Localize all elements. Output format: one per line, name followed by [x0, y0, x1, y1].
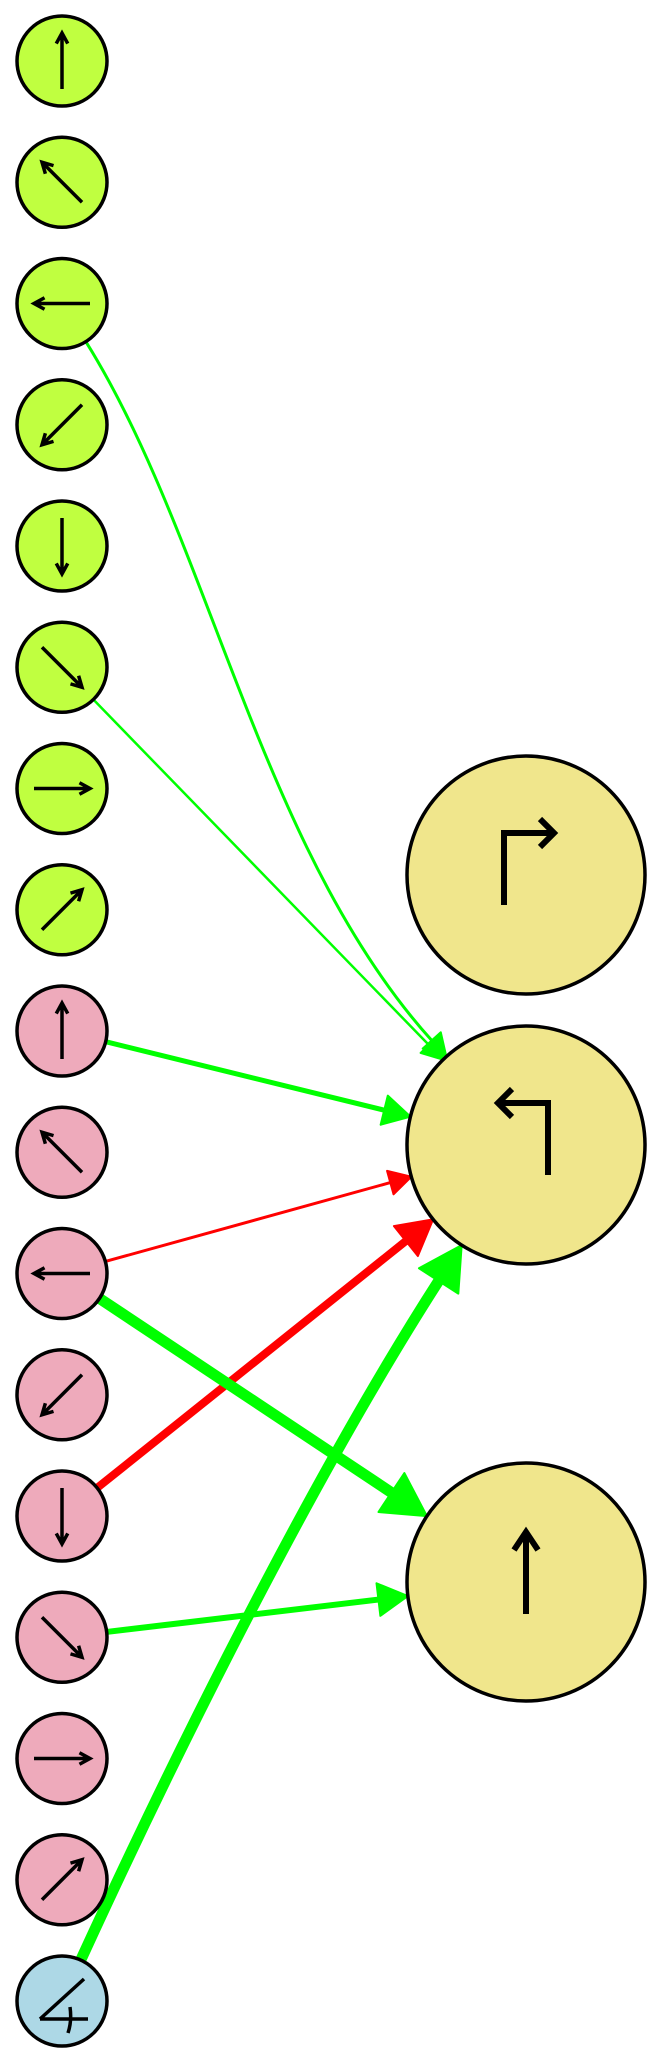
node-lime-down	[15, 499, 109, 593]
arrow-up-right-icon	[40, 1857, 85, 1901]
arrow-down-icon	[54, 518, 70, 578]
turn-left-icon	[493, 1086, 551, 1175]
edge-pink-left-to-out-straight	[96, 1293, 428, 1518]
node-lime-right	[15, 741, 109, 836]
arrow-down-right-icon	[40, 1616, 85, 1660]
angle-icon	[38, 1977, 88, 2034]
node-lime-up	[15, 14, 109, 108]
edge-pink-up-to-out-turn-left	[105, 1039, 412, 1126]
arrow-left-icon	[30, 1266, 90, 1281]
arrow-up-right-icon	[40, 887, 85, 931]
arrow-up-icon	[54, 999, 70, 1059]
node-pink-up	[15, 984, 109, 1078]
node-pink-left	[15, 1226, 109, 1321]
node-circle	[405, 754, 647, 996]
edge-arrowhead	[392, 1218, 435, 1258]
node-pink-up-right	[15, 1833, 109, 1927]
node-lime-down-left	[15, 378, 109, 472]
node-lime-left	[15, 256, 109, 351]
turn-right-icon	[501, 816, 559, 905]
arrow-up-left-icon	[39, 159, 84, 204]
node-pink-up-left	[15, 1105, 109, 1199]
edge-lime-down-right-to-out-turn-left	[92, 698, 445, 1061]
edge-line	[96, 1293, 395, 1498]
straight-icon	[511, 1526, 541, 1614]
node-lime-up-right	[15, 863, 109, 957]
node-blue-angle	[15, 1954, 109, 2048]
node-pink-down-right	[15, 1590, 109, 1684]
edge-blue-angle-to-out-turn-left	[75, 1244, 463, 1963]
arrow-down-right-icon	[40, 646, 85, 690]
node-lime-up-left	[15, 135, 109, 229]
node-pink-down	[15, 1469, 109, 1563]
arrow-down-left-icon	[39, 403, 84, 448]
edge-line	[105, 1039, 385, 1113]
edge-pink-down-right-to-out-straight	[106, 1582, 409, 1635]
arrow-right-icon	[34, 781, 94, 796]
arrow-up-left-icon	[39, 1129, 84, 1174]
nodes-layer	[15, 14, 647, 2048]
edges-layer	[75, 340, 463, 1963]
edge-arrowhead	[377, 1472, 428, 1518]
node-out-turn-right	[405, 754, 647, 996]
edge-line	[104, 1181, 391, 1263]
edge-arrowhead	[386, 1169, 413, 1196]
edge-arrowhead	[375, 1582, 409, 1617]
node-out-turn-left	[405, 1024, 647, 1266]
node-circle	[405, 1024, 647, 1266]
arrow-left-icon	[30, 296, 90, 311]
arrow-down-icon	[54, 1488, 70, 1548]
edge-pink-down-to-out-turn-left	[94, 1218, 435, 1492]
edge-pink-left-to-out-turn-left	[104, 1169, 413, 1263]
node-lime-down-right	[15, 620, 109, 714]
edge-line	[106, 1596, 379, 1635]
edge-arrowhead	[379, 1094, 412, 1126]
arrow-down-left-icon	[39, 1373, 84, 1418]
edge-line	[84, 340, 433, 1042]
edge-arrowhead	[417, 1244, 463, 1295]
node-pink-down-left	[15, 1348, 109, 1442]
arrow-up-icon	[54, 29, 70, 89]
edge-arrowhead	[419, 1035, 445, 1061]
node-out-straight	[405, 1461, 647, 1703]
arrow-right-icon	[34, 1751, 94, 1766]
edge-line	[75, 1277, 444, 1963]
node-pink-right	[15, 1711, 109, 1806]
edge-line	[94, 1237, 409, 1492]
edge-lime-left-to-out-turn-left	[84, 340, 448, 1058]
edge-line	[92, 698, 430, 1046]
